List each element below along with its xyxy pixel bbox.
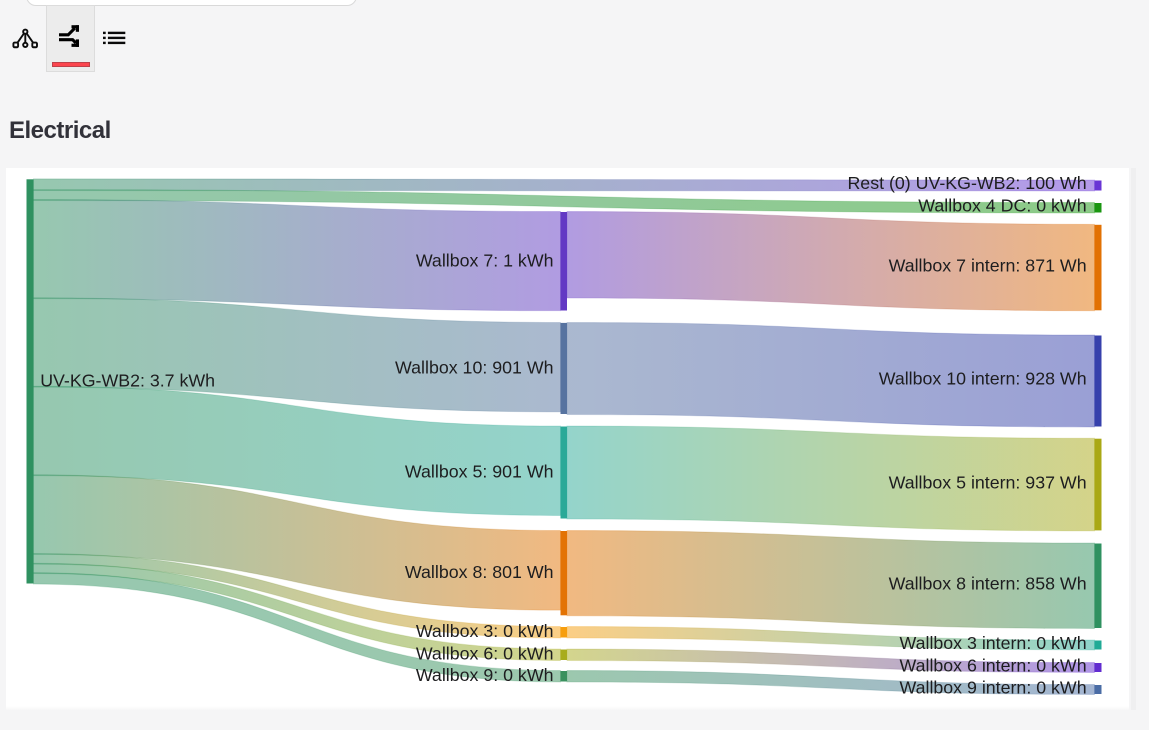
svg-text:Rest (0) UV-KG-WB2: 100 Wh: Rest (0) UV-KG-WB2: 100 Wh <box>847 173 1086 193</box>
svg-text:Wallbox 3 intern: 0 kWh: Wallbox 3 intern: 0 kWh <box>899 633 1086 653</box>
svg-text:Wallbox 8: 801 Wh: Wallbox 8: 801 Wh <box>405 562 554 582</box>
svg-text:Wallbox 8 intern: 858 Wh: Wallbox 8 intern: 858 Wh <box>889 574 1087 594</box>
svg-text:Wallbox 10: 901 Wh: Wallbox 10: 901 Wh <box>395 357 553 377</box>
svg-text:Wallbox 9: 0 kWh: Wallbox 9: 0 kWh <box>416 665 554 685</box>
svg-text:Wallbox 5: 901 Wh: Wallbox 5: 901 Wh <box>405 461 554 481</box>
svg-text:UV-KG-WB2: 3.7 kWh: UV-KG-WB2: 3.7 kWh <box>40 371 215 391</box>
svg-text:Wallbox 4 DC: 0 kWh: Wallbox 4 DC: 0 kWh <box>918 196 1086 216</box>
svg-text:Wallbox 6: 0 kWh: Wallbox 6: 0 kWh <box>416 644 554 664</box>
svg-text:Wallbox 9 intern: 0 kWh: Wallbox 9 intern: 0 kWh <box>899 677 1086 697</box>
svg-text:Wallbox 7 intern: 871 Wh: Wallbox 7 intern: 871 Wh <box>889 256 1087 276</box>
svg-text:Wallbox 5 intern: 937 Wh: Wallbox 5 intern: 937 Wh <box>889 473 1087 493</box>
svg-text:Wallbox 7: 1 kWh: Wallbox 7: 1 kWh <box>416 250 554 270</box>
svg-text:Wallbox 6 intern: 0 kWh: Wallbox 6 intern: 0 kWh <box>899 655 1086 675</box>
svg-text:Wallbox 3: 0 kWh: Wallbox 3: 0 kWh <box>416 621 554 641</box>
svg-text:Wallbox 10 intern: 928 Wh: Wallbox 10 intern: 928 Wh <box>879 369 1087 389</box>
